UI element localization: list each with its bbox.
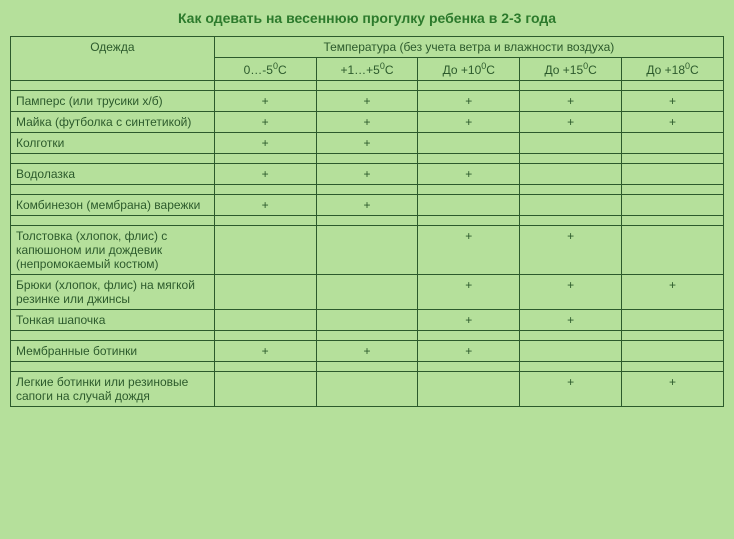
item-value <box>622 133 724 154</box>
table-row: Водолазка+++ <box>11 164 724 185</box>
item-value <box>520 164 622 185</box>
item-value: + <box>214 341 316 362</box>
item-value <box>520 133 622 154</box>
item-name: Мембранные ботинки <box>11 341 215 362</box>
item-name: Легкие ботинки или резиновые сапоги на с… <box>11 372 215 407</box>
item-value: + <box>214 164 316 185</box>
header-temp-col-2: До +100С <box>418 58 520 81</box>
spacer-row <box>11 154 724 164</box>
spacer-row <box>11 362 724 372</box>
header-temp-col-1: +1…+50С <box>316 58 418 81</box>
item-value: + <box>418 91 520 112</box>
item-value: + <box>622 112 724 133</box>
header-temp-col-4: До +180С <box>622 58 724 81</box>
item-value <box>316 372 418 407</box>
header-temperature: Температура (без учета ветра и влажности… <box>214 37 723 58</box>
item-value <box>622 310 724 331</box>
table-row: Брюки (хлопок, флис) на мягкой резинке и… <box>11 275 724 310</box>
item-value: + <box>520 310 622 331</box>
item-value: + <box>520 91 622 112</box>
item-value: + <box>418 112 520 133</box>
item-value <box>622 341 724 362</box>
item-value: + <box>316 112 418 133</box>
table-row: Майка (футболка с синтетикой)+++++ <box>11 112 724 133</box>
item-value <box>622 164 724 185</box>
item-value: + <box>214 195 316 216</box>
item-name: Майка (футболка с синтетикой) <box>11 112 215 133</box>
item-value: + <box>214 91 316 112</box>
clothing-table: Одежда Температура (без учета ветра и вл… <box>10 36 724 407</box>
item-value: + <box>214 112 316 133</box>
table-row: Толстовка (хлопок, флис) с капюшоном или… <box>11 226 724 275</box>
item-value: + <box>622 91 724 112</box>
item-value <box>520 341 622 362</box>
item-name: Памперс (или трусики х/б) <box>11 91 215 112</box>
spacer-row <box>11 331 724 341</box>
item-value <box>418 195 520 216</box>
item-value <box>316 310 418 331</box>
item-name: Колготки <box>11 133 215 154</box>
table-row: Колготки++ <box>11 133 724 154</box>
item-value: + <box>520 112 622 133</box>
item-value: + <box>418 275 520 310</box>
item-value: + <box>622 275 724 310</box>
item-value: + <box>418 341 520 362</box>
item-value <box>520 195 622 216</box>
item-value: + <box>418 164 520 185</box>
item-value <box>622 226 724 275</box>
item-value: + <box>520 372 622 407</box>
table-body: Памперс (или трусики х/б)+++++Майка (фут… <box>11 81 724 407</box>
spacer-row <box>11 185 724 195</box>
item-value <box>214 372 316 407</box>
header-row-1: Одежда Температура (без учета ветра и вл… <box>11 37 724 58</box>
item-name: Тонкая шапочка <box>11 310 215 331</box>
table-row: Тонкая шапочка ++ <box>11 310 724 331</box>
item-value <box>214 275 316 310</box>
item-value <box>214 310 316 331</box>
item-value <box>316 275 418 310</box>
item-value: + <box>316 195 418 216</box>
table-row: Легкие ботинки или резиновые сапоги на с… <box>11 372 724 407</box>
item-name: Водолазка <box>11 164 215 185</box>
item-value: + <box>418 226 520 275</box>
item-value: + <box>520 275 622 310</box>
table-row: Комбинезон (мембрана) варежки++ <box>11 195 724 216</box>
table-row: Мембранные ботинки+++ <box>11 341 724 362</box>
header-temp-col-3: До +150С <box>520 58 622 81</box>
item-value <box>418 133 520 154</box>
item-value: + <box>316 341 418 362</box>
item-value: + <box>316 164 418 185</box>
spacer-row <box>11 81 724 91</box>
item-value <box>316 226 418 275</box>
item-value <box>622 195 724 216</box>
item-value: + <box>418 310 520 331</box>
item-value: + <box>622 372 724 407</box>
item-value <box>418 372 520 407</box>
item-value: + <box>316 133 418 154</box>
item-name: Брюки (хлопок, флис) на мягкой резинке и… <box>11 275 215 310</box>
item-value: + <box>316 91 418 112</box>
item-name: Комбинезон (мембрана) варежки <box>11 195 215 216</box>
item-value: + <box>214 133 316 154</box>
header-temp-col-0: 0…-50С <box>214 58 316 81</box>
item-value: + <box>520 226 622 275</box>
page-title: Как одевать на весеннюю прогулку ребенка… <box>10 10 724 26</box>
spacer-row <box>11 216 724 226</box>
item-value <box>214 226 316 275</box>
table-row: Памперс (или трусики х/б)+++++ <box>11 91 724 112</box>
item-name: Толстовка (хлопок, флис) с капюшоном или… <box>11 226 215 275</box>
header-clothing: Одежда <box>11 37 215 81</box>
